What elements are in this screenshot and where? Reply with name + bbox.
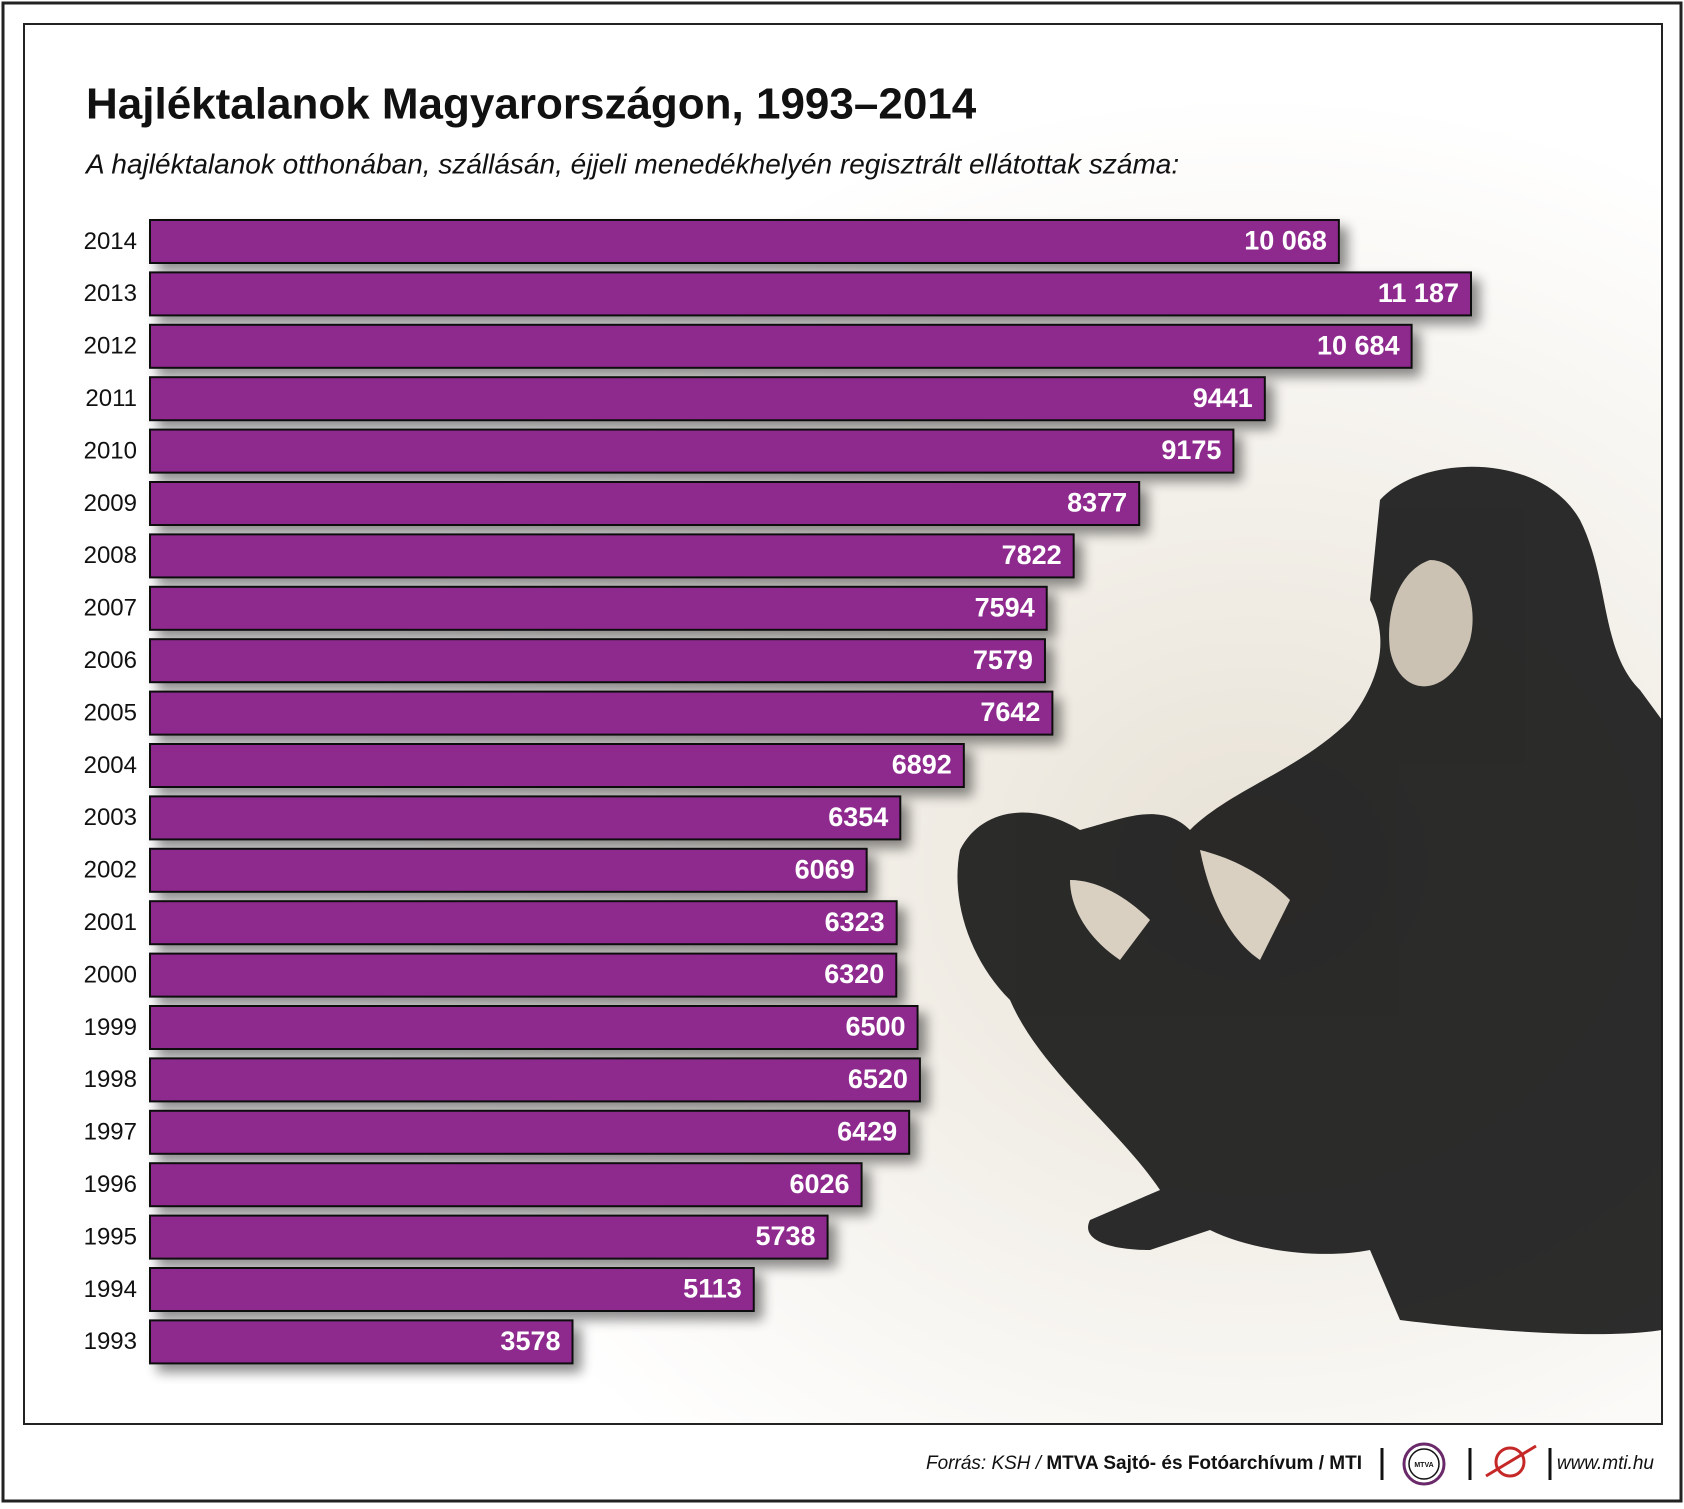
- bar: [149, 1109, 911, 1155]
- bar: [149, 690, 1054, 736]
- y-tick-label: 2008: [84, 542, 137, 569]
- value-label: 6354: [828, 802, 888, 832]
- bar: [149, 481, 1141, 526]
- publisher: MTVA Sajtó- és Fotóarchívum / MTI: [1046, 1453, 1362, 1474]
- bar-group: [149, 219, 1472, 1365]
- logo-ring: [1402, 1442, 1446, 1486]
- value-label: 7642: [980, 697, 1040, 727]
- y-tick-label: 2013: [84, 280, 137, 307]
- bar: [149, 847, 868, 893]
- value-label: 6323: [825, 907, 885, 937]
- bar: [149, 1267, 755, 1312]
- value-label: 3578: [500, 1326, 560, 1356]
- bar: [149, 1057, 921, 1103]
- y-tick-label: 2009: [84, 490, 137, 517]
- y-tick-label: 1999: [84, 1014, 137, 1041]
- y-tick-label: 2003: [84, 804, 137, 831]
- bar: [149, 795, 902, 841]
- logo-ring-inner: [1408, 1448, 1440, 1480]
- y-tick-label: 2007: [84, 595, 137, 622]
- label-group: 2014 10 068 2013 11 187 2012 10 684 2011 9441 20…: [84, 226, 1459, 1356]
- bar: [149, 638, 1046, 684]
- value-label: 5113: [683, 1274, 742, 1304]
- bar: [149, 428, 1235, 474]
- bar: [149, 1005, 919, 1050]
- y-tick-label: 2001: [84, 909, 137, 936]
- y-tick-label: 2011: [85, 385, 137, 412]
- footer-url: www.mti.hu: [1557, 1453, 1655, 1474]
- bar: [149, 219, 1340, 264]
- y-tick-label: 2004: [84, 752, 137, 779]
- bar: [149, 1214, 829, 1260]
- y-tick-label: 1994: [84, 1276, 137, 1303]
- y-tick-label: 2010: [84, 437, 137, 464]
- value-label: 6026: [789, 1169, 849, 1199]
- value-label: 9441: [1193, 383, 1253, 413]
- bar: [149, 585, 1048, 631]
- value-label: 6320: [824, 959, 884, 989]
- y-tick-label: 2002: [84, 857, 137, 884]
- chart-subtitle: A hajléktalanok otthonában, szállásán, é…: [84, 148, 1179, 179]
- photo-silhouette: [957, 466, 1662, 1335]
- y-tick-label: 1998: [84, 1066, 137, 1093]
- value-label: 7822: [1002, 540, 1062, 570]
- value-label: 7579: [973, 645, 1033, 675]
- bar: [149, 376, 1266, 422]
- footer-source: Forrás: KSH / MTVA Sajtó- és Fotóarchívu…: [926, 1453, 1362, 1474]
- mti-logo: [1494, 1446, 1526, 1478]
- value-label: 8377: [1067, 488, 1127, 518]
- bar: [149, 743, 965, 788]
- y-tick-label: 2006: [84, 647, 137, 674]
- value-label: 6520: [848, 1064, 908, 1094]
- value-label: 10 684: [1317, 330, 1400, 360]
- y-tick-label: 1997: [84, 1119, 137, 1146]
- chart-title: Hajléktalanok Magyarországon, 1993–2014: [86, 80, 977, 129]
- y-tick-label: 2014: [84, 228, 137, 255]
- y-tick-label: 2005: [84, 699, 137, 726]
- footer: Forrás: KSH / MTVA Sajtó- és Fotóarchívu…: [926, 1442, 1655, 1486]
- value-label: 6500: [845, 1012, 905, 1042]
- bar: [149, 1162, 863, 1208]
- value-label: 6892: [892, 750, 952, 780]
- bar: [149, 900, 898, 946]
- value-label: 10 068: [1244, 226, 1327, 256]
- y-tick-label: 2012: [84, 333, 137, 360]
- value-label: 6429: [837, 1116, 897, 1146]
- value-label: 6069: [795, 854, 855, 884]
- value-label: 11 187: [1378, 278, 1459, 308]
- mti-logo-stroke: [1485, 1444, 1537, 1478]
- bar: [149, 271, 1472, 317]
- value-label: 9175: [1161, 435, 1221, 465]
- bar: [149, 323, 1413, 369]
- y-tick-label: 1993: [84, 1328, 137, 1355]
- bar: [149, 1319, 574, 1365]
- value-label: 7594: [975, 592, 1035, 622]
- value-label: 5738: [755, 1221, 815, 1251]
- y-tick-label: 2000: [84, 961, 137, 988]
- bar: [149, 533, 1075, 579]
- y-tick-label: 1995: [84, 1223, 137, 1250]
- y-tick-label: 1996: [84, 1171, 137, 1198]
- bar: [149, 952, 898, 998]
- logo-text: MTVA: [1414, 1462, 1433, 1469]
- source: Forrás: KSH /: [926, 1453, 1043, 1474]
